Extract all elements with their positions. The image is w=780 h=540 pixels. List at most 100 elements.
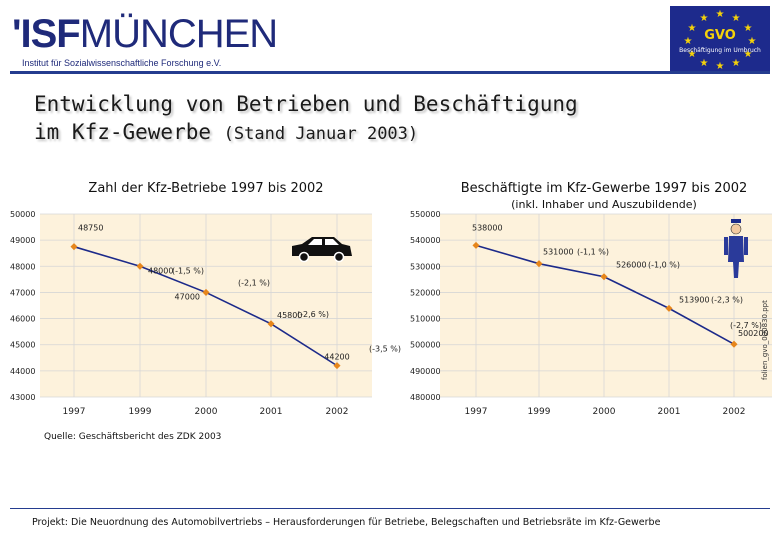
chart2-xtick-label: 1997 [465,407,488,417]
mechanic-icon [724,219,748,278]
chart2-ytick-label: 490000 [410,367,441,376]
chart1-value-label: 48000 [148,266,173,275]
chart2-grid [440,213,772,398]
title-line-1: Entwicklung von Betrieben und Beschäftig… [34,92,578,116]
chart1-value-label: 47000 [175,292,200,301]
chart1-change-label: (-3,5 %) [369,345,401,354]
chart1-xtick-label: 2002 [326,407,349,417]
chart1-point [70,243,78,251]
gvo-badge: ★ ★ ★ ★ ★ ★ ★ ★ ★ ★ ★ ★ GVO Beschäftigung im Umbr… [670,6,770,72]
svg-text:★: ★ [716,9,725,20]
page-title: Entwicklung von Betrieben und Beschäftig… [34,90,578,148]
chart2-value-label: 526000 [616,261,647,270]
chart2-point [665,304,673,312]
chart1-ytick-label: 46000 [10,315,35,324]
chart1-change-label: (-2,6 %) [297,310,329,319]
chart1-series [70,243,341,370]
chart1-point [202,288,210,296]
chart2-point [472,241,480,249]
chart2-series [472,241,738,348]
svg-text:★: ★ [732,13,741,24]
source-note: Quelle: Geschäftsbericht des ZDK 2003 [44,432,222,442]
chart2-xtick-label: 2001 [658,407,681,417]
svg-text:★: ★ [684,36,693,47]
file-reference: folien_gvo_000830.ppt [761,300,769,380]
chart1-point [333,362,341,370]
eu-stars-icon: ★ ★★★ ★★★★ ★★★★ GVO Beschäftigung im Umbr… [679,9,761,72]
chart2-labels: 538000 531000 (-1,1 %) 526000 (-1,0 %) 513900… [472,223,769,338]
chart1-change-label: (-1,5 %) [172,266,204,275]
svg-text:★: ★ [700,13,709,24]
chart1-x-ticks: 1997 1999 2000 2001 2002 [63,407,349,417]
chart1-value-label: 45800 [277,311,302,320]
car-icon [292,237,352,263]
footer-rule [10,508,770,509]
chart2-point [730,340,738,348]
logo-muenchen: MÜNCHEN [79,12,278,56]
chart1-labels: 48750 48000(-1,5 %) 47000 (-2,1 %) 45800(-2,… [78,224,401,362]
chart1-y-ticks: 50000 49000 48000 47000 46000 45000 44000 43000 [10,210,35,402]
chart1-change-label: (-2,1 %) [238,278,270,287]
chart2-ytick-label: 550000 [410,210,441,219]
chart1-grid [40,213,372,398]
chart2-value-label: 500200 [738,329,769,338]
header-rule [10,71,770,74]
chart2-value-label: 538000 [472,223,503,232]
chart1-ytick-label: 49000 [10,236,35,245]
chart1-title: Zahl der Kfz-Betriebe 1997 bis 2002 [88,181,323,196]
chart2-ytick-label: 520000 [410,288,441,297]
chart1-xtick-label: 2000 [195,407,218,417]
svg-text:★: ★ [716,61,725,72]
logo-subtitle: Institut für Sozialwissenschaftliche For… [22,58,222,68]
chart2-x-ticks: 1997 1999 2000 2001 2002 [465,407,746,417]
chart1-value-label: 44200 [324,353,349,362]
project-footer: Projekt: Die Neuordnung des Automobilver… [32,517,661,528]
chart2-xtick-label: 1999 [528,407,551,417]
chart1-xtick-label: 2001 [260,407,283,417]
chart2-ytick-label: 500000 [410,341,441,350]
chart2-point [600,273,608,281]
chart2-value-label: 531000 [543,248,574,257]
badge-caption: Beschäftigung im Umbruch [679,47,761,54]
chart2-plot-area [440,214,772,397]
chart2-point [535,260,543,268]
title-line-2: im Kfz-Gewerbe (Stand Januar 2003) [34,118,578,148]
chart2-y-ticks: 550000 540000 530000 520000 510000 500000 4900… [410,210,441,402]
chart1-ytick-label: 50000 [10,210,35,219]
chart1-ytick-label: 47000 [10,288,35,297]
title-line-2-suffix: (Stand Januar 2003) [223,124,419,144]
isf-logo: 'ISFMÜNCHEN Institut für Sozialwissensch… [8,8,278,68]
chart2-change-label: (-1,1 %) [577,248,609,257]
svg-text:★: ★ [748,36,757,47]
chart2-change-label: (-2,3 %) [711,295,743,304]
chart1-xtick-label: 1997 [63,407,86,417]
svg-text:★: ★ [744,49,753,60]
chart2-xtick-label: 2002 [723,407,746,417]
svg-text:★: ★ [732,58,741,69]
chart1-point [267,320,275,328]
svg-text:★: ★ [688,49,697,60]
chart1-point [136,262,144,270]
chart2-xtick-label: 2000 [593,407,616,417]
chart1-ytick-label: 44000 [10,367,35,376]
badge-label: GVO [704,28,736,43]
logo-wordmark: 'ISFMÜNCHEN [12,12,278,57]
chart2-title: Beschäftigte im Kfz-Gewerbe 1997 bis 200… [461,181,748,196]
title-line-2-main: im Kfz-Gewerbe [34,120,212,144]
chart1-ytick-label: 45000 [10,341,35,350]
chart1-xtick-label: 1999 [129,407,152,417]
chart1-ytick-label: 48000 [10,262,35,271]
chart2-ytick-label: 510000 [410,315,441,324]
svg-text:★: ★ [744,23,753,34]
logo-isf: 'ISF [12,12,81,56]
chart1-ytick-label: 43000 [10,393,35,402]
chart2-ytick-label: 480000 [410,393,441,402]
svg-text:★: ★ [700,58,709,69]
chart2-change-label: (-2,7 %) [730,321,762,330]
chart2-ytick-label: 530000 [410,262,441,271]
chart2-ytick-label: 540000 [410,236,441,245]
chart2-value-label: 513900 [679,295,710,304]
chart2-change-label: (-1,0 %) [648,261,680,270]
svg-text:★: ★ [688,23,697,34]
